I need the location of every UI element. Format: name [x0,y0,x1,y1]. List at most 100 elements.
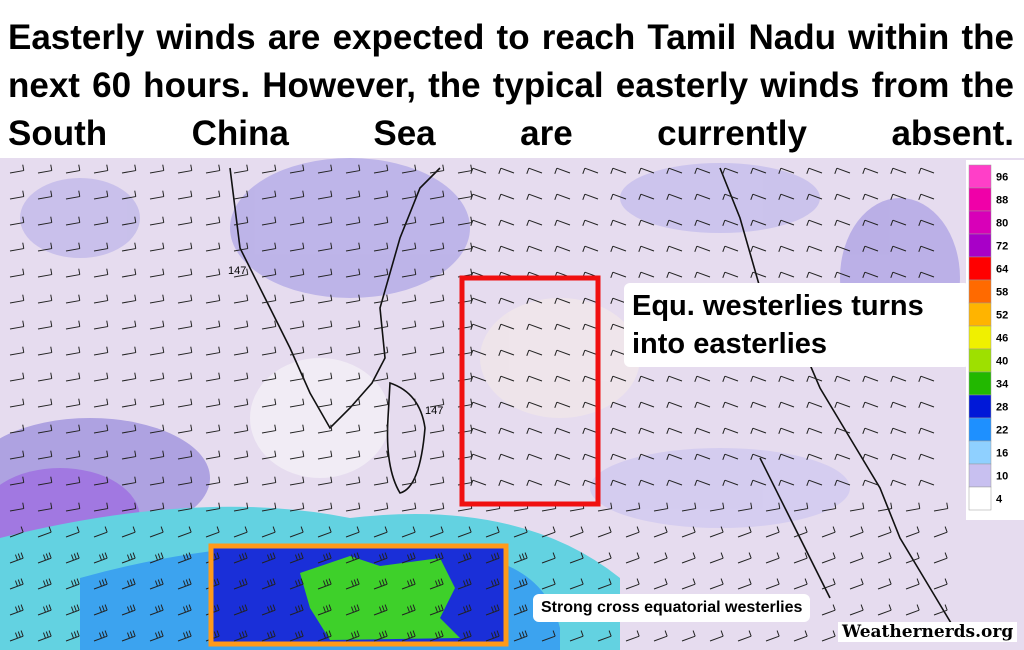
annotation: Equ. westerlies turns into easterlies [624,283,970,367]
wind-barb-flag [213,631,217,638]
wind-barb-flag [384,604,388,611]
wind-barb [709,557,724,564]
wind-barb [681,531,696,538]
wind-barb [149,300,164,304]
wind-barb-flag [78,320,81,327]
wind-barb [457,531,472,538]
wind-barb [821,635,836,642]
wind-barb [737,635,752,642]
wind-barb-flag [238,632,242,639]
wind-barb [780,167,795,174]
wind-barb-flag [834,272,838,279]
wind-barb [500,245,515,252]
wind-barb-flag [106,398,109,405]
wind-barb [121,557,136,564]
wind-barb-flag [134,372,137,379]
wind-barb-flag [302,320,305,327]
wind-barb-flag [470,398,473,405]
wind-barb-flag [580,578,584,585]
wind-barb-flag [806,428,810,435]
wind-barb [149,326,164,330]
wind-barb [9,378,24,382]
wind-barb [65,274,80,278]
wind-barb-flag [50,476,53,483]
wind-barb-flag [414,242,417,249]
wind-barb [9,352,24,356]
wind-barb-flag [134,164,137,171]
wind-barb [177,557,192,564]
wind-barb-flag [218,346,221,353]
wind-barb-flag [778,246,782,253]
wind-barb [429,557,444,564]
wind-barb-flag [358,294,361,301]
wind-barb [808,193,823,200]
wind-barb-flag [490,632,494,639]
wind-barb-flag [274,502,277,509]
colorbar-swatch [968,233,992,258]
wind-barb [808,401,823,408]
wind-barb [317,482,332,486]
wind-barb-flag [78,346,81,353]
wind-barb-flag [73,553,77,560]
wind-barb [37,170,52,174]
wind-barb-flag [101,605,105,612]
wind-barb-flag [269,605,273,612]
wind-barb [37,635,52,642]
wind-barb-flag [750,480,754,487]
wind-barb-flag [498,402,502,409]
wind-barb-flag [22,450,25,457]
wind-barb-flag [442,372,445,379]
colorbar-label: 28 [996,402,1008,414]
wind-barb-flag [554,376,558,383]
wind-barb [836,219,851,226]
wind-barb [93,274,108,278]
wind-barb [892,245,907,252]
wind-barb-flag [48,604,52,611]
wind-barb [401,326,416,330]
wind-barb-flag [386,346,389,353]
wind-barb [920,479,935,486]
wind-barb [121,635,136,642]
wind-barb-flag [521,631,525,638]
wind-barb-flag [48,526,52,533]
wind-barb-flag [526,480,530,487]
wind-barb [920,375,935,382]
wind-barb-flag [330,242,333,249]
wind-barb [668,401,683,408]
wind-barb [836,271,851,278]
wind-barb-flag [498,324,502,331]
wind-barb [933,508,948,512]
wind-barb [93,583,108,590]
wind-barb-flag [182,580,186,587]
wind-barb-flag [190,164,193,171]
wind-barb-flag [493,579,497,586]
wind-barb [556,219,571,226]
wind-barb [93,430,108,434]
wind-barb [640,401,655,408]
wind-barb [37,378,52,382]
wind-barb [724,167,739,174]
wind-barb [528,245,543,252]
colorbar-swatch [968,279,992,304]
wind-barb [149,196,164,200]
wind-barb [709,531,724,538]
wind-barb-flag [636,578,640,585]
wind-barb-flag [862,168,866,175]
wind-barb [780,219,795,226]
wind-barb [877,609,892,616]
wind-barb [668,479,683,486]
wind-barb-flag [722,376,726,383]
wind-barb-flag [330,372,333,379]
wind-barb-flag [412,526,416,533]
wind-barb-flag [274,190,277,197]
wind-barb-flag [274,164,277,171]
wind-barb-flag [157,605,161,612]
wind-barb-flag [638,502,641,509]
wind-barb [584,245,599,252]
wind-barb-flag [638,480,642,487]
wind-barb-flag [582,298,586,305]
wind-barb-flag [862,220,866,227]
wind-barb-flag [358,502,361,509]
wind-barb [149,352,164,356]
wind-barb [849,508,864,512]
